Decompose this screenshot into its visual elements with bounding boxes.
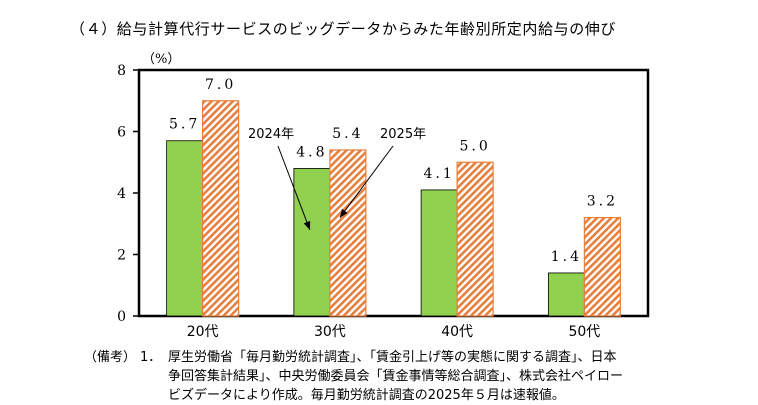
notes: （備考） 1． 厚生労働省「毎月勤労統計調査」、「賃金引上げ等の実態に関する調査」、… [84, 348, 623, 405]
notes-text-1: 厚生労働省「毎月勤労統計調査」、「賃金引上げ等の実態に関する調査」、日本 [168, 350, 617, 365]
y-tick-label: 6 [117, 125, 126, 141]
bar-2024年-30代 [293, 167, 331, 317]
notes-line-1: （備考） 1． 厚生労働省「毎月勤労統計調査」、「賃金引上げ等の実態に関する調査」、… [84, 348, 623, 367]
bar-2025年-20代 [202, 100, 240, 317]
notes-line-3: ビズデータにより作成。毎月勤労統計調査の2025年５月は速報値。 [168, 388, 565, 403]
x-tick-label: 50代 [568, 324, 600, 340]
data-label: 4.8 [296, 144, 327, 160]
bar-2024年-20代 [166, 140, 204, 317]
bar-2025年-50代 [583, 217, 621, 317]
bar-chart: （%） 0 2 4 6 8 20代 5.7 7.0 30代 4.8 5.4 40代 4.1 5.0 50代 1.… [117, 52, 650, 340]
data-label: 3.2 [587, 194, 618, 210]
bar-2025年-30代 [329, 149, 367, 317]
bar-2024年-40代 [420, 189, 458, 317]
y-tick-label: 2 [117, 248, 126, 264]
bar-2025年-40代 [456, 161, 494, 317]
chart-title: （４）給与計算代行サービスのビッグデータからみた年齢別所定内給与の伸び [70, 20, 617, 38]
notes-label: （備考） [84, 350, 137, 365]
data-label: 1.4 [551, 249, 582, 265]
data-label: 5.0 [459, 138, 490, 154]
y-tick-label: 0 [117, 309, 126, 325]
data-label: 5.4 [332, 126, 363, 142]
arrow-line-2025 [339, 145, 394, 218]
bar-2024年-50代 [547, 272, 585, 317]
arrow-head-2024 [303, 220, 311, 230]
y-tick-label: 4 [117, 186, 126, 202]
notes-line-2: 争回答集計結果」、中央労働委員会「賃金事情等総合調査」、株式会社ペイロー [168, 369, 624, 384]
x-tick-label: 20代 [187, 324, 219, 340]
arrow-line-2024 [277, 145, 311, 231]
series-label-2024: 2024年 [248, 127, 294, 142]
series-label-2025: 2025年 [380, 127, 426, 142]
data-label: 7.0 [205, 77, 236, 93]
y-axis-label: （%） [142, 52, 180, 67]
arrow-head-2025 [339, 208, 348, 218]
notes-number: 1． [140, 350, 162, 365]
y-tick-label: 8 [117, 63, 126, 79]
x-tick-label: 30代 [314, 324, 346, 340]
x-tick-label: 40代 [441, 324, 473, 340]
data-label: 4.1 [423, 166, 454, 182]
data-label: 5.7 [169, 117, 200, 133]
